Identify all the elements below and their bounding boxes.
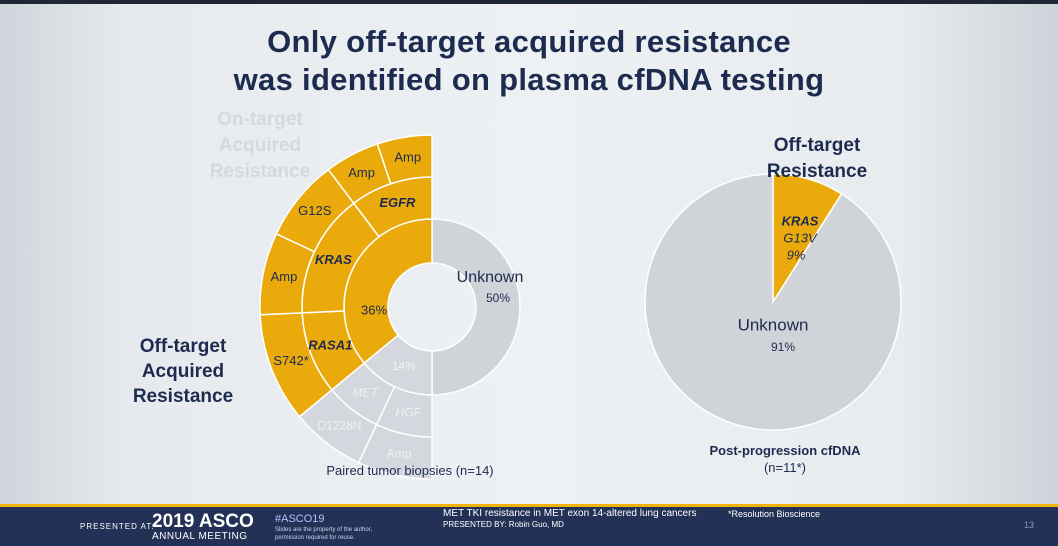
middle-label-3: KRAS	[315, 252, 352, 267]
footer-bar: PRESENTED AT: 2019 ASCO ANNUAL MEETING #…	[0, 504, 1058, 546]
disclaimer-line1: Slides are the property of the author,	[275, 527, 373, 533]
outer-slice-1	[357, 423, 433, 480]
talk-title: MET TKI resistance in MET exon 14-altere…	[443, 508, 697, 519]
inner-label-ontarget: 14%	[392, 359, 416, 373]
pie-label-kras-pct: 9%	[787, 247, 806, 262]
presented-at: PRESENTED AT:	[80, 522, 155, 531]
middle-label-4: RASA1	[308, 338, 352, 353]
outer-label-5: Amp	[271, 269, 298, 284]
hashtag: #ASCO19	[275, 513, 325, 525]
pie-label-unknown: Unknown	[738, 315, 809, 334]
middle-label-1: HGF	[396, 406, 422, 420]
sunburst-chart: Unknown 50% 14% 36% MET HGF RASA1 KRAS EGFR D1228…	[259, 134, 524, 480]
outer-slice-2	[376, 134, 433, 185]
inner-label-unknown-pct: 50%	[486, 291, 510, 305]
slide-title-line1: Only off-target acquired resistance	[267, 24, 791, 59]
asco-logo: 2019 ASCO	[152, 511, 254, 532]
inner-label-offtarget: 36%	[361, 302, 387, 317]
pie-label-g13v: G13V	[783, 230, 818, 245]
offtarget-acquired-label: Off-target Acquired Resistance	[132, 336, 234, 407]
footer-accent	[0, 504, 1058, 507]
cfdna-pie-chart: KRAS G13V 9% Unknown 91%	[644, 173, 902, 431]
slide: Only off-target acquired resistance was …	[0, 4, 1058, 504]
pie-label-unknown-pct: 91%	[771, 340, 795, 354]
annual-meeting: ANNUAL MEETING	[152, 531, 248, 542]
charts-svg: Unknown 50% 14% 36% MET HGF RASA1 KRAS EGFR D1228…	[259, 134, 902, 480]
disclaimer-line2: permission required for reuse.	[275, 535, 355, 541]
inner-slice-0	[431, 218, 521, 396]
outer-label-0: D1228N	[317, 418, 361, 432]
inner-label-unknown: Unknown	[457, 269, 524, 286]
presented-by: PRESENTED BY: Robin Guo, MD	[443, 520, 564, 529]
outer-label-3: Amp	[348, 165, 375, 180]
footnote: *Resolution Bioscience	[728, 509, 821, 519]
right-caption-line1: Post-progression cfDNA	[709, 443, 861, 458]
ontarget-label-faded: On-target Acquired Resistance	[209, 109, 311, 182]
pie-slice-1	[644, 173, 902, 431]
outer-label-1: Amp	[387, 447, 412, 461]
outer-label-4: G12S	[298, 203, 332, 218]
pie-label-kras: KRAS	[782, 213, 819, 228]
slide-number: 13	[1024, 520, 1035, 530]
middle-label-2: EGFR	[379, 195, 416, 210]
slide-title-line2: was identified on plasma cfDNA testing	[233, 62, 825, 97]
middle-label-0: MET	[353, 385, 380, 399]
outer-label-2: Amp	[394, 149, 421, 164]
left-caption: Paired tumor biopsies (n=14)	[326, 463, 494, 478]
outer-label-6: S742*	[273, 353, 308, 368]
offtarget-resistance-header: Off-target Resistance	[766, 135, 868, 182]
right-caption-line2: (n=11*)	[763, 460, 807, 475]
